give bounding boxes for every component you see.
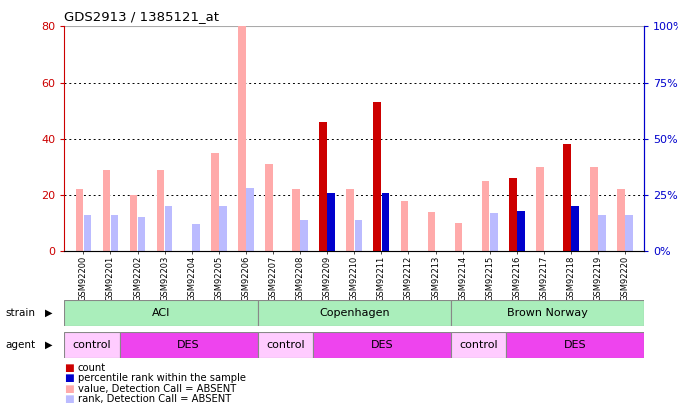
Bar — [157, 170, 164, 251]
Text: count: count — [78, 363, 106, 373]
Text: GDS2913 / 1385121_at: GDS2913 / 1385121_at — [64, 10, 220, 23]
Bar — [327, 193, 335, 251]
Bar — [119, 332, 258, 358]
Text: ▶: ▶ — [45, 340, 53, 350]
Bar — [617, 189, 625, 251]
Bar — [590, 167, 598, 251]
Bar — [75, 189, 83, 251]
Bar — [509, 181, 517, 251]
Bar — [428, 212, 435, 251]
Bar — [111, 215, 119, 251]
Bar — [563, 144, 571, 251]
Bar — [509, 178, 517, 251]
Text: ▶: ▶ — [45, 308, 53, 318]
Bar — [536, 167, 544, 251]
Text: Brown Norway: Brown Norway — [507, 308, 588, 318]
Text: control: control — [266, 340, 304, 350]
Text: ■: ■ — [64, 394, 74, 404]
Text: ■: ■ — [64, 363, 74, 373]
Bar — [563, 167, 571, 251]
Bar — [192, 224, 199, 251]
Bar — [319, 189, 327, 251]
Text: DES: DES — [371, 340, 393, 350]
Text: ■: ■ — [64, 373, 74, 383]
Bar — [319, 122, 327, 251]
Bar — [102, 170, 111, 251]
Bar — [490, 213, 498, 251]
Text: DES: DES — [564, 340, 586, 350]
Text: ACI: ACI — [152, 308, 170, 318]
Bar — [625, 215, 633, 251]
Text: agent: agent — [5, 340, 35, 350]
Bar — [506, 332, 644, 358]
Bar — [374, 102, 381, 251]
Bar — [355, 220, 362, 251]
Bar — [455, 223, 462, 251]
Text: strain: strain — [5, 308, 35, 318]
Text: Copenhagen: Copenhagen — [319, 308, 390, 318]
Text: control: control — [73, 340, 111, 350]
Bar — [292, 189, 300, 251]
Bar — [451, 332, 506, 358]
Bar — [598, 215, 606, 251]
Bar — [211, 153, 218, 251]
Bar — [401, 200, 408, 251]
Bar — [138, 217, 145, 251]
Bar — [64, 300, 258, 326]
Text: value, Detection Call = ABSENT: value, Detection Call = ABSENT — [78, 384, 236, 394]
Bar — [451, 300, 644, 326]
Bar — [83, 215, 92, 251]
Bar — [258, 300, 451, 326]
Text: control: control — [459, 340, 498, 350]
Bar — [346, 189, 354, 251]
Bar — [129, 195, 137, 251]
Text: ■: ■ — [64, 384, 74, 394]
Bar — [374, 189, 381, 251]
Bar — [382, 193, 389, 251]
Bar — [313, 332, 451, 358]
Text: percentile rank within the sample: percentile rank within the sample — [78, 373, 246, 383]
Bar — [482, 181, 490, 251]
Bar — [246, 188, 254, 251]
Bar — [64, 332, 119, 358]
Bar — [238, 26, 245, 251]
Text: rank, Detection Call = ABSENT: rank, Detection Call = ABSENT — [78, 394, 231, 404]
Bar — [300, 220, 308, 251]
Bar — [572, 206, 579, 251]
Text: DES: DES — [178, 340, 200, 350]
Bar — [517, 211, 525, 251]
Bar — [258, 332, 313, 358]
Bar — [265, 164, 273, 251]
Bar — [165, 206, 172, 251]
Bar — [219, 206, 226, 251]
